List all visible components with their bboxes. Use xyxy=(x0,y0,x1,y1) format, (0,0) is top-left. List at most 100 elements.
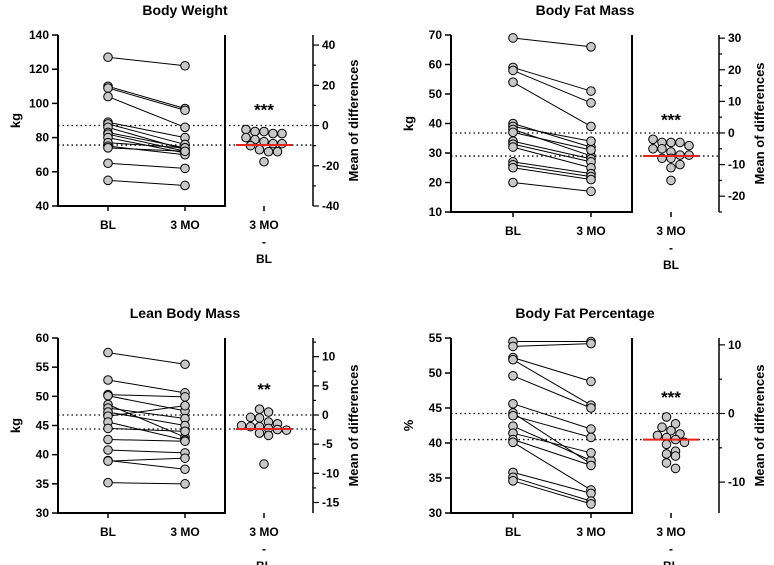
paired-line xyxy=(512,441,592,491)
significance-marker: ** xyxy=(257,380,271,399)
y2-tick-label: -10 xyxy=(728,475,746,489)
paired-line xyxy=(512,143,592,163)
difference-point xyxy=(277,128,287,139)
bl-point xyxy=(508,410,518,421)
paired-line xyxy=(512,167,592,181)
y-tick-label: 55 xyxy=(36,360,50,374)
y-tick-label: 35 xyxy=(429,471,443,485)
paired-line xyxy=(107,133,186,152)
mo3-point xyxy=(180,105,190,116)
y2-tick-label: 30 xyxy=(728,31,742,45)
paired-line xyxy=(512,476,592,502)
x-category-label: BL xyxy=(100,525,116,539)
paired-line xyxy=(512,480,592,505)
difference-point xyxy=(254,404,265,414)
mo3-point xyxy=(180,453,190,463)
paired-line xyxy=(107,427,186,432)
paired-line xyxy=(107,162,186,169)
paired-line xyxy=(107,147,186,152)
paired-line xyxy=(512,164,592,178)
difference-point xyxy=(254,428,265,438)
difference-point xyxy=(657,422,667,433)
mo3-point xyxy=(180,436,190,447)
bl-point xyxy=(508,77,518,87)
difference-point xyxy=(254,413,265,423)
difference-point xyxy=(259,459,269,469)
difference-point xyxy=(272,146,283,157)
mo3-point xyxy=(586,376,596,387)
difference-point xyxy=(666,425,676,436)
y-tick-label: 50 xyxy=(429,87,443,101)
paired-line xyxy=(512,432,592,454)
difference-point xyxy=(241,132,251,143)
significance-marker: *** xyxy=(661,110,681,129)
bl-point xyxy=(103,375,113,385)
y-tick-label: 55 xyxy=(429,331,443,345)
difference-point xyxy=(263,430,274,441)
y-tick-label: 45 xyxy=(429,401,443,415)
chart-title: Body Fat Percentage xyxy=(515,305,654,321)
difference-point xyxy=(661,412,672,422)
significance-marker: *** xyxy=(661,388,681,407)
y2-tick-label: 20 xyxy=(322,78,336,92)
paired-line xyxy=(107,121,186,139)
paired-line xyxy=(107,394,186,398)
diff-category-label: BL xyxy=(663,258,679,272)
mo3-point xyxy=(586,145,596,155)
paired-line xyxy=(512,343,592,347)
difference-point xyxy=(281,425,292,435)
diff-category-label: BL xyxy=(256,559,272,565)
x-category-label: BL xyxy=(505,525,521,539)
paired-line xyxy=(512,359,592,406)
difference-point xyxy=(277,138,287,149)
y-tick-label: 80 xyxy=(36,131,50,145)
bl-point xyxy=(508,399,518,409)
mo3-point xyxy=(586,448,596,458)
bl-point xyxy=(103,52,113,63)
difference-point xyxy=(666,162,676,173)
bl-point xyxy=(103,477,113,488)
difference-point xyxy=(648,143,658,154)
difference-point xyxy=(263,407,274,417)
mo3-point xyxy=(180,146,190,157)
mo3-point xyxy=(180,122,190,133)
x-category-label: 3 MO xyxy=(576,525,605,539)
mo3-point xyxy=(180,359,190,370)
y-tick-label: 40 xyxy=(36,199,50,213)
diff-category-label: - xyxy=(262,542,266,556)
bl-point xyxy=(508,142,518,152)
mo3-point xyxy=(586,42,596,52)
paired-line xyxy=(107,379,186,394)
x-category-label: BL xyxy=(100,218,116,232)
diff-category-label: - xyxy=(669,241,673,255)
bl-point xyxy=(103,423,113,434)
chart-title: Body Fat Mass xyxy=(536,2,635,18)
mo3-point xyxy=(586,98,596,108)
y2-tick-label: 0 xyxy=(322,408,329,422)
y2-tick-label: -20 xyxy=(322,159,340,173)
diff-category-label: 3 MO xyxy=(656,525,685,539)
chart-title: Body Weight xyxy=(142,2,228,18)
paired-line xyxy=(512,128,592,157)
bl-point xyxy=(103,434,113,445)
y2-tick-label: 0 xyxy=(728,406,735,420)
y-tick-label: 70 xyxy=(429,28,443,42)
bl-point xyxy=(103,456,113,466)
paired-line xyxy=(512,357,592,382)
paired-line xyxy=(512,403,592,430)
paired-line xyxy=(107,457,186,462)
paired-line xyxy=(107,179,186,186)
paired-line xyxy=(107,482,186,485)
y-tick-label: 30 xyxy=(36,506,50,520)
paired-line xyxy=(107,126,186,151)
paired-line xyxy=(107,439,186,442)
mo3-point xyxy=(586,424,596,434)
mo3-point xyxy=(586,86,596,96)
bl-point xyxy=(508,177,518,188)
paired-line xyxy=(512,412,592,465)
difference-point xyxy=(675,159,685,170)
paired-line xyxy=(512,123,592,148)
y2-axis-label: Mean of differences xyxy=(752,364,767,486)
paired-line xyxy=(107,142,186,149)
